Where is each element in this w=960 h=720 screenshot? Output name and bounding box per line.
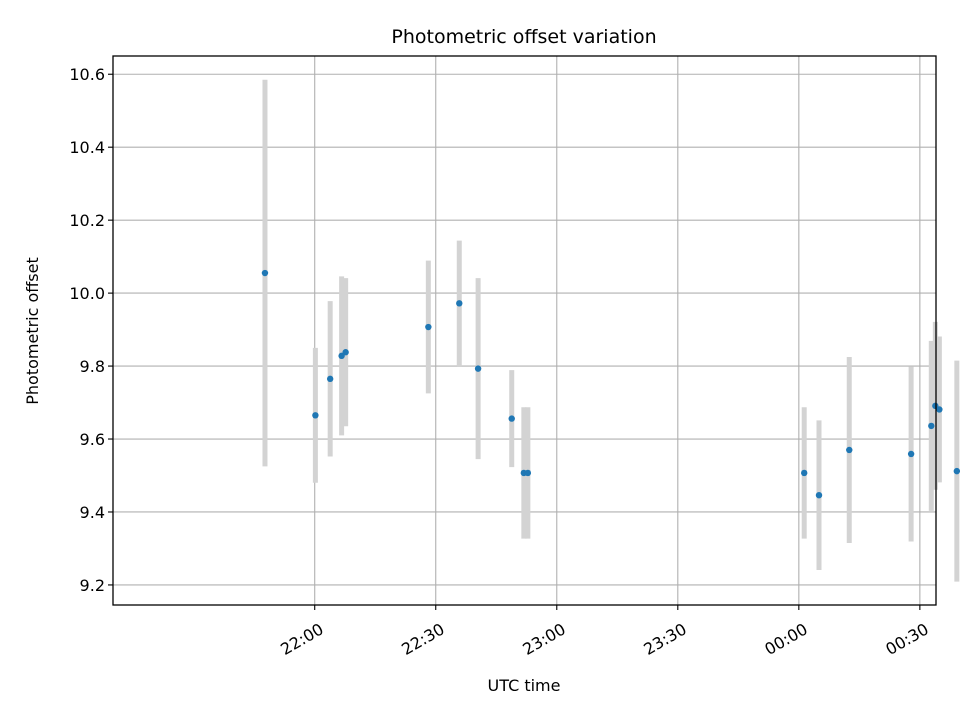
data-point (312, 412, 319, 419)
data-point (456, 300, 463, 307)
data-point (326, 375, 334, 383)
data-point (474, 365, 482, 372)
y-tick-label: 10.6 (69, 65, 105, 84)
grid-layer (113, 56, 936, 605)
data-point (425, 323, 432, 331)
data-point (801, 469, 808, 477)
plot-frame (112, 55, 937, 606)
data-point (907, 450, 915, 458)
data-point (261, 269, 269, 277)
data-point (815, 492, 823, 499)
y-tick-label: 9.4 (80, 503, 105, 522)
data-point (846, 446, 853, 454)
data-point (342, 349, 349, 356)
y-axis-label: Photometric offset (23, 257, 42, 405)
data-point (936, 406, 943, 413)
chart-title: Photometric offset variation (391, 26, 656, 48)
point-layer (261, 269, 960, 499)
y-tick-label: 9.6 (80, 430, 105, 449)
data-point (928, 422, 935, 430)
y-tick-label: 9.8 (80, 357, 105, 376)
x-axis-label: UTC time (488, 676, 561, 695)
data-point (524, 469, 532, 477)
data-point (508, 415, 515, 422)
data-point (953, 467, 960, 475)
y-tick-label: 10.4 (69, 138, 105, 157)
y-tick-label: 9.2 (80, 576, 105, 595)
y-tick-label: 10.0 (69, 284, 105, 303)
y-tick-label: 10.2 (69, 211, 105, 230)
